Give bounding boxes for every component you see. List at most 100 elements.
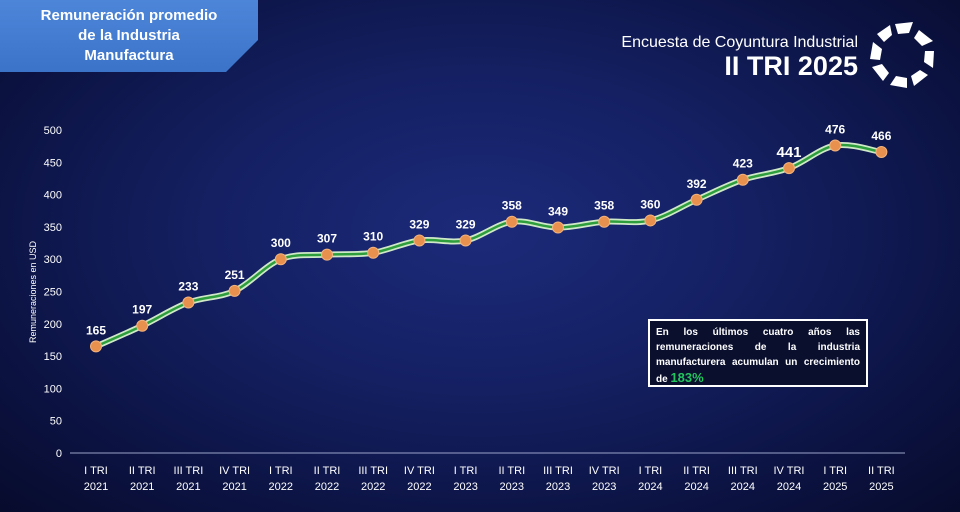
x-tick-label-line: III TRI bbox=[174, 465, 204, 477]
x-tick-label: II TRI 2024 bbox=[683, 465, 710, 493]
data-value-label: 360 bbox=[640, 197, 660, 211]
data-point-marker bbox=[136, 319, 149, 332]
x-tick-label-line: 2025 bbox=[869, 481, 893, 493]
data-point-marker bbox=[321, 248, 333, 261]
x-tick-label-line: III TRI bbox=[358, 465, 388, 477]
data-value-label: 197 bbox=[132, 303, 152, 317]
y-tick-label: 350 bbox=[44, 222, 62, 234]
x-tick-label: III TRI 2022 bbox=[358, 465, 388, 493]
x-tick-label-line: I TRI bbox=[84, 465, 108, 477]
data-value-label: 392 bbox=[687, 177, 707, 191]
x-tick-label-line: 2022 bbox=[269, 481, 293, 493]
y-tick-label: 200 bbox=[44, 319, 62, 331]
x-tick-label-line: I TRI bbox=[639, 465, 663, 477]
x-axis: I TRI 2021 II TRI 2021 III TRI 2021 IV TRI 2021… bbox=[70, 452, 905, 493]
x-tick-label-line: 2024 bbox=[638, 481, 662, 493]
data-value-label: 358 bbox=[594, 199, 614, 213]
x-tick-label-line: IV TRI bbox=[774, 465, 805, 477]
y-axis-label: Remuneraciones en USD bbox=[28, 240, 38, 343]
data-point-marker bbox=[459, 234, 472, 247]
x-tick-label-line: IV TRI bbox=[589, 465, 620, 477]
data-value-label: 329 bbox=[409, 217, 429, 231]
chart-title-banner: Remuneración promedio de la Industria Ma… bbox=[0, 0, 258, 72]
x-tick-label: IV TRI 2021 bbox=[219, 465, 250, 493]
survey-name: Encuesta de Coyuntura Industrial bbox=[621, 34, 858, 51]
x-tick-label-line: 2024 bbox=[684, 481, 708, 493]
data-value-label: 233 bbox=[178, 279, 198, 293]
data-point-marker bbox=[274, 253, 287, 266]
chart-title-line-1: Remuneración promedio bbox=[40, 7, 218, 24]
survey-period: II TRI 2025 bbox=[724, 51, 858, 81]
data-value-label: 441 bbox=[776, 144, 801, 161]
x-tick-label-line: IV TRI bbox=[219, 465, 250, 477]
y-tick-label: 300 bbox=[44, 254, 62, 266]
data-point-marker bbox=[182, 296, 195, 309]
x-tick-label-line: 2023 bbox=[546, 481, 570, 493]
x-tick-label: III TRI 2023 bbox=[543, 465, 573, 493]
x-tick-label-line: 2023 bbox=[500, 481, 524, 493]
data-value-label: 423 bbox=[733, 157, 753, 171]
data-value-label: 349 bbox=[548, 205, 568, 219]
y-tick-label: 500 bbox=[44, 125, 62, 137]
x-tick-label-line: 2024 bbox=[777, 481, 801, 493]
x-tick-label-line: III TRI bbox=[543, 465, 573, 477]
callout-text: En los últimos cuatro años las remunerac… bbox=[656, 327, 860, 385]
x-tick-label-line: I TRI bbox=[454, 465, 478, 477]
x-tick-label-line: 2023 bbox=[453, 481, 477, 493]
x-tick-label-line: 2021 bbox=[130, 481, 154, 493]
y-tick-label: 150 bbox=[44, 351, 62, 363]
x-tick-label-line: I TRI bbox=[823, 465, 847, 477]
x-tick-label-line: III TRI bbox=[728, 465, 758, 477]
data-points bbox=[90, 139, 888, 353]
data-value-label: 466 bbox=[871, 129, 891, 143]
x-tick-label: I TRI 2023 bbox=[453, 465, 477, 493]
data-value-label: 165 bbox=[86, 323, 106, 337]
data-point-marker bbox=[875, 145, 888, 158]
data-value-label: 358 bbox=[502, 199, 522, 213]
x-tick-label-line: 2022 bbox=[315, 481, 339, 493]
data-point-marker bbox=[228, 284, 241, 297]
series-line bbox=[93, 141, 885, 350]
x-tick-label-line: 2021 bbox=[176, 481, 200, 493]
data-point-marker bbox=[367, 246, 380, 259]
x-tick-label: III TRI 2021 bbox=[174, 465, 204, 493]
x-tick-label: II TRI 2022 bbox=[314, 465, 341, 493]
data-point-marker bbox=[783, 162, 795, 175]
pinwheel-logo-icon bbox=[870, 22, 934, 88]
x-tick-label-line: IV TRI bbox=[404, 465, 435, 477]
x-tick-label-line: 2022 bbox=[361, 481, 385, 493]
data-value-label: 310 bbox=[363, 230, 383, 244]
y-axis: 0 50 100 150 200 250 300 350 400 450 500 bbox=[44, 125, 62, 460]
data-value-label: 329 bbox=[456, 217, 476, 231]
chart-title-line-2: de la Industria bbox=[78, 27, 180, 44]
x-tick-label: I TRI 2021 bbox=[84, 465, 108, 493]
data-value-label: 251 bbox=[225, 268, 245, 282]
growth-callout: En los últimos cuatro años las remunerac… bbox=[648, 319, 868, 387]
x-tick-label: IV TRI 2022 bbox=[404, 465, 435, 493]
x-tick-label: II TRI 2025 bbox=[868, 465, 895, 493]
x-tick-label: IV TRI 2024 bbox=[774, 465, 805, 493]
y-tick-label: 250 bbox=[44, 287, 62, 299]
x-tick-label-line: II TRI bbox=[868, 465, 895, 477]
x-tick-label-line: II TRI bbox=[129, 465, 156, 477]
data-value-label: 307 bbox=[317, 232, 337, 246]
x-tick-label: I TRI 2024 bbox=[638, 465, 662, 493]
y-tick-label: 50 bbox=[50, 416, 62, 428]
x-tick-label-line: 2022 bbox=[407, 481, 431, 493]
x-tick-label: I TRI 2022 bbox=[269, 465, 293, 493]
data-point-marker bbox=[644, 214, 657, 227]
growth-percentage: 183% bbox=[670, 370, 704, 385]
x-tick-label-line: 2021 bbox=[84, 481, 108, 493]
data-point-marker bbox=[552, 221, 564, 234]
data-point-marker bbox=[690, 193, 703, 206]
chart-title-line-3: Manufactura bbox=[84, 47, 174, 64]
x-tick-label: III TRI 2024 bbox=[728, 465, 758, 493]
data-point-marker bbox=[505, 215, 518, 228]
data-labels: 165 197 233 251 300 307 310 329 329 358 349 358 360 3… bbox=[86, 123, 892, 338]
x-tick-label-line: 2025 bbox=[823, 481, 847, 493]
series-line-core bbox=[94, 143, 883, 348]
data-point-marker bbox=[598, 215, 611, 228]
data-point-marker bbox=[413, 234, 426, 247]
x-tick-label: I TRI 2025 bbox=[823, 465, 847, 493]
